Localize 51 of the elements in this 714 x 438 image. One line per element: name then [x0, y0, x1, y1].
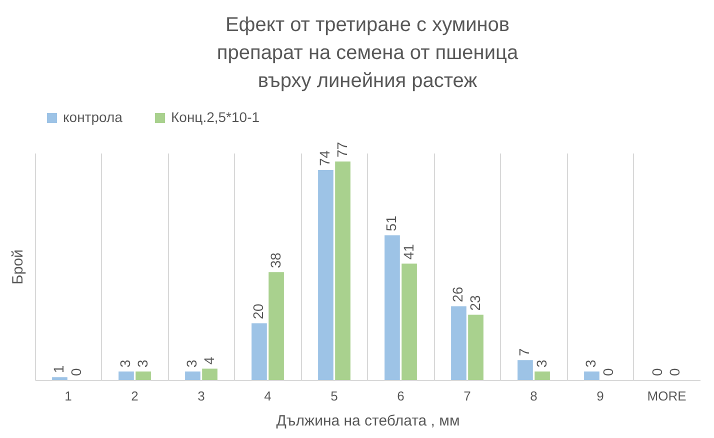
x-tick-label: 3 [198, 388, 205, 404]
data-label: 20 [250, 303, 266, 320]
data-label: 7 [516, 348, 532, 356]
bar [402, 264, 417, 380]
bar [584, 371, 600, 380]
data-label: 0 [68, 368, 84, 376]
x-axis-title: Дължина на стеблата , мм [276, 412, 460, 430]
data-label: 26 [450, 286, 466, 302]
legend-label: контрола [63, 109, 123, 125]
data-label: 3 [582, 359, 599, 368]
bar [384, 235, 400, 380]
x-tick-label: 6 [397, 388, 404, 404]
data-label: 0 [666, 368, 682, 376]
bar [318, 170, 334, 380]
x-tick-label: 7 [464, 388, 471, 404]
bar [468, 314, 484, 380]
x-tick-label: 2 [131, 388, 138, 404]
data-label: 23 [466, 294, 483, 311]
bar [534, 371, 550, 380]
bar [268, 272, 284, 380]
bar [518, 360, 533, 380]
chart-title: Ефект от третиране с хуминов препарат на семена от пшеница върху линейния растеж [216, 14, 519, 92]
bar [52, 377, 68, 380]
data-label: 51 [383, 216, 400, 232]
x-tick-label: 1 [64, 388, 72, 404]
data-label: 3 [134, 359, 150, 368]
data-label: 4 [200, 356, 217, 365]
data-label: 0 [649, 368, 666, 376]
data-label: 3 [117, 359, 134, 368]
bar [451, 306, 466, 380]
bar [185, 371, 200, 380]
x-tick-label: 8 [530, 388, 538, 404]
bar [252, 323, 267, 380]
data-label: 74 [316, 150, 333, 166]
data-label: 3 [184, 359, 200, 368]
data-label: 38 [267, 252, 284, 268]
data-label: 3 [533, 359, 550, 368]
x-tick-label: 9 [596, 388, 604, 404]
bar [335, 162, 350, 380]
y-axis-title: Брой [10, 250, 26, 284]
legend-label: Конц.2,5*10-1 [171, 109, 260, 125]
x-tick-label: 5 [330, 388, 338, 404]
data-label: 1 [50, 365, 67, 374]
bar [118, 371, 134, 380]
data-label: 0 [600, 368, 616, 376]
data-label: 41 [400, 244, 416, 260]
x-tick-label: MORE [647, 388, 687, 404]
data-label: 77 [334, 142, 350, 158]
x-tick-label: 4 [264, 388, 272, 404]
bar [202, 368, 218, 380]
bar [136, 371, 151, 380]
